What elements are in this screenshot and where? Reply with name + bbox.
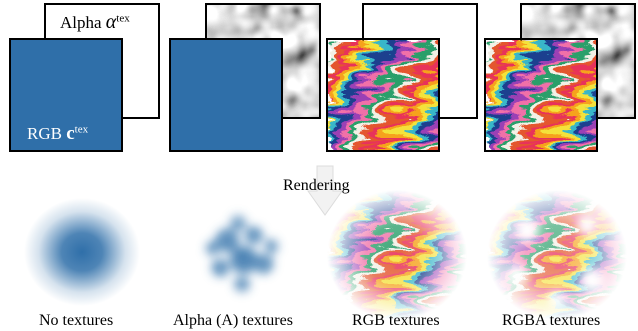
render-alpha-textures	[205, 214, 279, 293]
caption-alpha-textures: Alpha (A) textures	[173, 312, 293, 329]
render-rgb-textures	[327, 190, 467, 320]
rgba-swirl-texture	[484, 38, 598, 152]
render-rgba-textures	[487, 190, 627, 320]
caption-no-textures: No textures	[39, 312, 114, 329]
caption-rgba-textures: RGBA textures	[502, 312, 601, 329]
caption-rgb-textures: RGB textures	[352, 312, 440, 329]
render-no-textures	[24, 198, 140, 306]
rgb-swirl-texture	[326, 38, 440, 152]
rgb-label: RGB ctex	[27, 123, 89, 144]
rgb-texture-panel: RGB ctex	[9, 38, 123, 152]
blue-color-panel	[169, 38, 283, 152]
alpha-label: Alpha αtex	[60, 11, 130, 33]
